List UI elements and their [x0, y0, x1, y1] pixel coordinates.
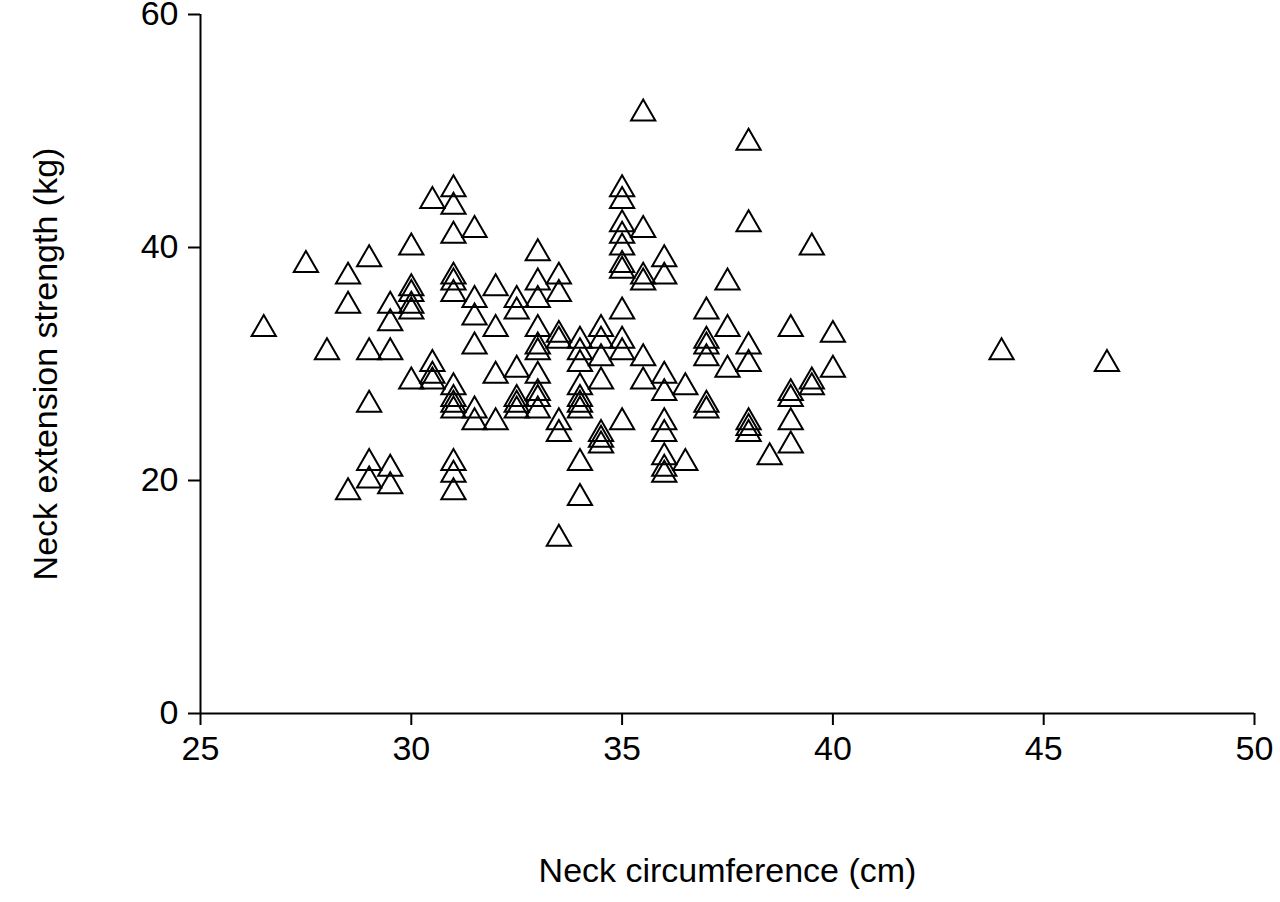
- svg-text:60: 60: [141, 0, 179, 32]
- svg-text:0: 0: [160, 693, 179, 731]
- svg-text:Neck circumference (cm): Neck circumference (cm): [539, 851, 917, 889]
- svg-text:40: 40: [814, 729, 852, 767]
- svg-text:25: 25: [182, 729, 220, 767]
- svg-text:20: 20: [141, 460, 179, 498]
- svg-text:50: 50: [1236, 729, 1274, 767]
- svg-text:30: 30: [392, 729, 430, 767]
- svg-text:35: 35: [603, 729, 641, 767]
- svg-text:40: 40: [141, 227, 179, 265]
- svg-text:Neck extension strength (kg): Neck extension strength (kg): [26, 148, 64, 581]
- svg-text:45: 45: [1025, 729, 1063, 767]
